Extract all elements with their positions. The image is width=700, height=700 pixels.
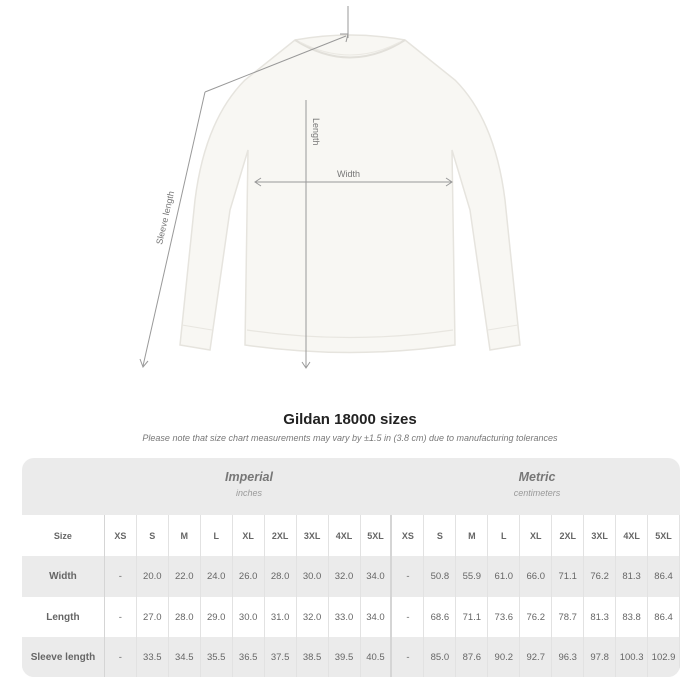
metric-cell: 73.6	[488, 597, 521, 637]
sweatshirt	[179, 34, 521, 354]
imperial-title: Imperial	[225, 470, 273, 484]
metric-cell: 66.0	[520, 556, 553, 597]
metric-cell: 5XL	[648, 515, 680, 556]
sleeve-length-label: Sleeve length	[154, 190, 176, 245]
imperial-cell: 28.0	[265, 556, 297, 597]
imperial-cell: 4XL	[329, 515, 361, 556]
imperial-header: Imperial inches	[105, 458, 393, 515]
imperial-cell: 36.5	[233, 637, 265, 677]
imperial-cell: M	[169, 515, 201, 556]
metric-cell: M	[456, 515, 489, 556]
metric-cell: 78.7	[552, 597, 585, 637]
imperial-cell: -	[105, 556, 137, 597]
imperial-cell: 2XL	[265, 515, 297, 556]
imperial-cell: 28.0	[169, 597, 201, 637]
metric-cell: 85.0	[424, 637, 457, 677]
imperial-cell: 35.5	[201, 637, 233, 677]
imperial-cell: 37.5	[265, 637, 297, 677]
metric-cell: XL	[520, 515, 553, 556]
metric-cell: 87.6	[456, 637, 489, 677]
length-label: Length	[311, 118, 321, 146]
metric-cell: 76.2	[584, 556, 617, 597]
metric-unit: centimeters	[513, 488, 561, 498]
metric-cell: 76.2	[520, 597, 553, 637]
imperial-cell: 31.0	[265, 597, 297, 637]
measurement-lines	[139, 6, 453, 369]
imperial-cell: 38.5	[297, 637, 329, 677]
imperial-cell: -	[105, 637, 137, 677]
imperial-cell: 40.5	[361, 637, 393, 677]
imperial-cell: 5XL	[361, 515, 393, 556]
metric-cell: 50.8	[424, 556, 457, 597]
imperial-cell: 26.0	[233, 556, 265, 597]
imperial-cell: 32.0	[329, 556, 361, 597]
imperial-cell: 33.0	[329, 597, 361, 637]
imperial-cell: 34.0	[361, 597, 393, 637]
sweatshirt-illustration: Length Width Sleeve length	[139, 6, 521, 369]
metric-cell: 86.4	[648, 597, 680, 637]
imperial-cell: 22.0	[169, 556, 201, 597]
row-label: Size	[22, 515, 105, 556]
metric-cell: 2XL	[552, 515, 585, 556]
metric-cell: 96.3	[552, 637, 585, 677]
imperial-cell: 24.0	[201, 556, 233, 597]
size-header-row: Size XS S M L XL 2XL 3XL 4XL 5XL XS S M L XL 2XL 3XL 4XL 5…	[22, 515, 680, 556]
metric-cell: 92.7	[520, 637, 553, 677]
imperial-cell: 29.0	[201, 597, 233, 637]
metric-cell: 90.2	[488, 637, 521, 677]
imperial-cell: 33.5	[137, 637, 169, 677]
metric-cell: 97.8	[584, 637, 617, 677]
size-chart-table: Imperial inches Metric centimeters Size X…	[22, 458, 680, 677]
metric-cell: L	[488, 515, 521, 556]
imperial-cell: -	[105, 597, 137, 637]
metric-header: Metric centimeters	[393, 458, 680, 515]
metric-cell: S	[424, 515, 457, 556]
metric-cell: 100.3	[616, 637, 649, 677]
row-label: Sleeve length	[22, 637, 105, 677]
page-title: Gildan 18000 sizes	[283, 411, 417, 428]
metric-title: Metric	[518, 470, 556, 484]
row-label: Width	[22, 556, 105, 597]
imperial-cell: 34.5	[169, 637, 201, 677]
metric-cell: 71.1	[552, 556, 585, 597]
metric-cell: XS	[392, 515, 425, 556]
metric-cell: -	[392, 556, 425, 597]
metric-cell: -	[392, 637, 425, 677]
metric-cell: 68.6	[424, 597, 457, 637]
imperial-cell: 32.0	[297, 597, 329, 637]
imperial-cell: 30.0	[297, 556, 329, 597]
imperial-cell: 3XL	[297, 515, 329, 556]
imperial-cell: 20.0	[137, 556, 169, 597]
metric-cell: -	[392, 597, 425, 637]
imperial-unit: inches	[235, 488, 262, 498]
table-row: Width -20.0 22.0 24.0 26.0 28.0 30.0 32.0 34.0-5…	[22, 556, 680, 597]
metric-cell: 102.9	[648, 637, 680, 677]
imperial-cell: XL	[233, 515, 265, 556]
imperial-cell: 27.0	[137, 597, 169, 637]
metric-cell: 83.8	[616, 597, 649, 637]
width-label: Width	[337, 169, 360, 179]
imperial-cell: 34.0	[361, 556, 393, 597]
tolerance-note: Please note that size chart measurements…	[142, 433, 558, 443]
imperial-cell: 30.0	[233, 597, 265, 637]
imperial-cell: 39.5	[329, 637, 361, 677]
imperial-cell: L	[201, 515, 233, 556]
metric-cell: 55.9	[456, 556, 489, 597]
imperial-cell: XS	[105, 515, 137, 556]
metric-cell: 71.1	[456, 597, 489, 637]
metric-cell: 61.0	[488, 556, 521, 597]
metric-cell: 81.3	[616, 556, 649, 597]
metric-cell: 81.3	[584, 597, 617, 637]
metric-cell: 3XL	[584, 515, 617, 556]
imperial-cell: S	[137, 515, 169, 556]
metric-cell: 86.4	[648, 556, 680, 597]
metric-cell: 4XL	[616, 515, 649, 556]
row-label: Length	[22, 597, 105, 637]
table-row: Length -27.0 28.0 29.0 30.0 31.0 32.0 33.0 34.0-…	[22, 597, 680, 637]
table-row: Sleeve length -33.5 34.5 35.5 36.5 37.5 38.5 39…	[22, 637, 680, 677]
